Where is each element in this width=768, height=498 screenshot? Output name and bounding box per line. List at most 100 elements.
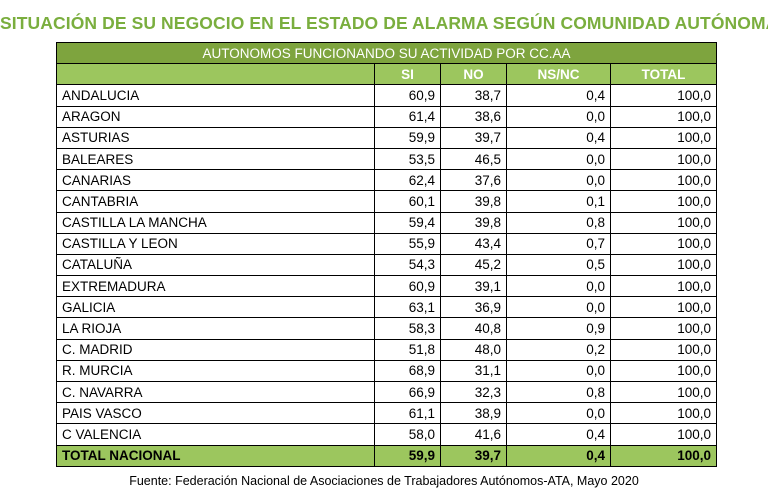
table-row: CASTILLA Y LEON 55,9 43,4 0,7 100,0	[56, 232, 718, 255]
source-note: Fuente: Federación Nacional de Asociacio…	[129, 474, 639, 488]
table-row: CATALUÑA 54,3 45,2 0,5 100,0	[56, 253, 718, 277]
value-cell: 58,3	[374, 317, 441, 340]
header-cell-ns-nc: NS/NC	[506, 63, 611, 86]
row-label: CANARIAS	[56, 169, 375, 192]
value-cell: 39,7	[440, 126, 507, 149]
value-cell: 60,1	[374, 190, 441, 213]
value-cell: 38,6	[440, 105, 507, 128]
row-label: ASTURIAS	[56, 126, 375, 149]
row-label: GALICIA	[56, 296, 375, 319]
table-row: ARAGON 61,4 38,6 0,0 100,0	[56, 105, 718, 128]
value-cell: 37,6	[440, 169, 507, 192]
value-cell: 32,3	[440, 380, 507, 404]
value-cell: 0,2	[506, 338, 611, 361]
row-label: ARAGON	[56, 105, 375, 128]
value-cell: 100,0	[609, 253, 718, 277]
value-cell: 100,0	[609, 423, 718, 446]
row-label: CASTILLA Y LEON	[56, 232, 375, 255]
value-cell: 0,0	[506, 296, 611, 319]
row-label: C VALENCIA	[56, 423, 375, 446]
header-cell-total: TOTAL	[609, 63, 718, 86]
value-cell: 0,0	[506, 402, 611, 425]
value-cell: 0,4	[506, 444, 611, 467]
value-cell: 31,1	[440, 359, 507, 383]
row-label: CATALUÑA	[56, 253, 375, 277]
value-cell: 0,5	[506, 253, 611, 277]
value-cell: 62,4	[374, 169, 441, 192]
value-cell: 100,0	[609, 105, 718, 128]
value-cell: 100,0	[609, 126, 718, 149]
value-cell: 38,7	[440, 84, 507, 107]
table-row: CANTABRIA 60,1 39,8 0,1 100,0	[56, 190, 718, 213]
value-cell: 100,0	[609, 169, 718, 192]
table-row: C. MADRID 51,8 48,0 0,2 100,0	[56, 338, 718, 361]
value-cell: 40,8	[440, 317, 507, 340]
header-cell-si: SI	[374, 63, 441, 86]
table-row: C. NAVARRA 66,9 32,3 0,8 100,0	[56, 380, 718, 404]
value-cell: 0,8	[506, 380, 611, 404]
value-cell: 100,0	[609, 84, 718, 107]
table-row: ANDALUCIA 60,9 38,7 0,4 100,0	[56, 84, 718, 107]
row-label: C. MADRID	[56, 338, 375, 361]
value-cell: 100,0	[609, 147, 718, 171]
row-label: CASTILLA LA MANCHA	[56, 211, 375, 234]
value-cell: 48,0	[440, 338, 507, 361]
value-cell: 100,0	[609, 275, 718, 298]
table-row: ASTURIAS 59,9 39,7 0,4 100,0	[56, 126, 718, 149]
value-cell: 61,4	[374, 105, 441, 128]
row-label: TOTAL NACIONAL	[56, 444, 375, 467]
value-cell: 59,4	[374, 211, 441, 234]
data-table: AUTONOMOS FUNCIONANDO SU ACTIVIDAD POR C…	[55, 41, 718, 467]
value-cell: 100,0	[609, 232, 718, 255]
value-cell: 55,9	[374, 232, 441, 255]
row-label: LA RIOJA	[56, 317, 375, 340]
table-row: PAIS VASCO 61,1 38,9 0,0 100,0	[56, 402, 718, 425]
header-row: SI NO NS/NC TOTAL	[56, 63, 718, 86]
table-row: EXTREMADURA 60,9 39,1 0,0 100,0	[56, 275, 718, 298]
table-subtitle-row: AUTONOMOS FUNCIONANDO SU ACTIVIDAD POR C…	[55, 41, 718, 65]
value-cell: 0,4	[506, 423, 611, 446]
value-cell: 0,0	[506, 147, 611, 171]
value-cell: 63,1	[374, 296, 441, 319]
value-cell: 100,0	[609, 402, 718, 425]
row-label: R. MURCIA	[56, 359, 375, 383]
table-row: GALICIA 63,1 36,9 0,0 100,0	[56, 296, 718, 319]
value-cell: 0,1	[506, 190, 611, 213]
value-cell: 100,0	[609, 296, 718, 319]
total-row: TOTAL NACIONAL 59,9 39,7 0,4 100,0	[56, 444, 718, 467]
value-cell: 53,5	[374, 147, 441, 171]
table-subtitle: AUTONOMOS FUNCIONANDO SU ACTIVIDAD POR C…	[55, 41, 718, 65]
row-label: ANDALUCIA	[56, 84, 375, 107]
row-label: C. NAVARRA	[56, 380, 375, 404]
table-row: C VALENCIA 58,0 41,6 0,4 100,0	[56, 423, 718, 446]
table-row: LA RIOJA 58,3 40,8 0,9 100,0	[56, 317, 718, 340]
header-cell-no: NO	[440, 63, 507, 86]
value-cell: 0,0	[506, 105, 611, 128]
value-cell: 0,4	[506, 84, 611, 107]
value-cell: 39,8	[440, 190, 507, 213]
value-cell: 100,0	[609, 190, 718, 213]
value-cell: 39,7	[440, 444, 507, 467]
value-cell: 38,9	[440, 402, 507, 425]
value-cell: 100,0	[609, 359, 718, 383]
table-row: R. MURCIA 68,9 31,1 0,0 100,0	[56, 359, 718, 383]
value-cell: 45,2	[440, 253, 507, 277]
value-cell: 43,4	[440, 232, 507, 255]
value-cell: 54,3	[374, 253, 441, 277]
chart-title: SITUACIÓN DE SU NEGOCIO EN EL ESTADO DE …	[0, 13, 768, 33]
value-cell: 100,0	[609, 380, 718, 404]
value-cell: 59,9	[374, 444, 441, 467]
value-cell: 66,9	[374, 380, 441, 404]
row-label: EXTREMADURA	[56, 275, 375, 298]
value-cell: 51,8	[374, 338, 441, 361]
table-row: BALEARES 53,5 46,5 0,0 100,0	[56, 147, 718, 171]
header-cell-blank	[56, 63, 375, 86]
value-cell: 0,8	[506, 211, 611, 234]
value-cell: 60,9	[374, 84, 441, 107]
value-cell: 36,9	[440, 296, 507, 319]
value-cell: 41,6	[440, 423, 507, 446]
row-label: BALEARES	[56, 147, 375, 171]
value-cell: 100,0	[609, 338, 718, 361]
value-cell: 0,0	[506, 169, 611, 192]
value-cell: 100,0	[609, 211, 718, 234]
